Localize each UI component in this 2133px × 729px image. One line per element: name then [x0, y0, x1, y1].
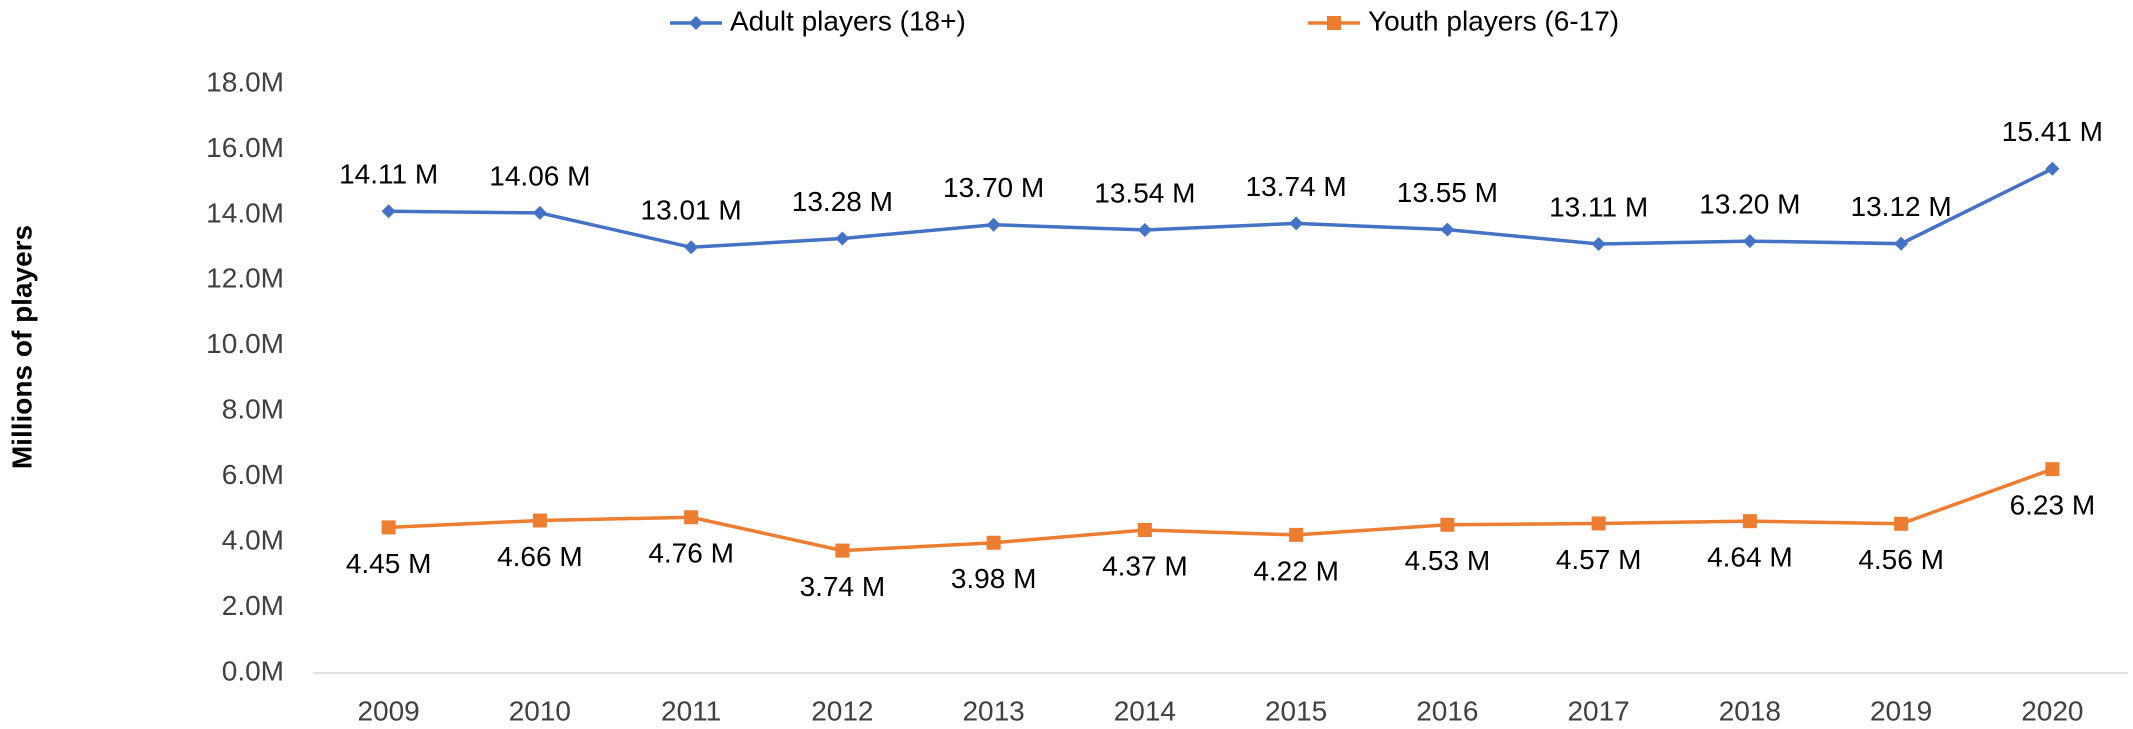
legend-label: Adult players (18+) — [730, 5, 966, 36]
data-point — [381, 204, 396, 219]
x-tick-label: 2012 — [811, 695, 873, 726]
data-label: 4.37 M — [1102, 550, 1188, 581]
data-label: 14.11 M — [339, 159, 438, 190]
x-tick-label: 2015 — [1265, 695, 1327, 726]
data-label: 13.01 M — [641, 195, 742, 226]
data-point — [986, 535, 1001, 550]
data-label: 14.06 M — [489, 160, 590, 191]
data-label: 4.57 M — [1556, 544, 1642, 575]
y-tick-label: 4.0M — [222, 525, 284, 556]
x-tick-label: 2010 — [509, 695, 571, 726]
data-label: 13.28 M — [792, 186, 893, 217]
data-point — [1289, 216, 1304, 231]
data-label: 6.23 M — [2010, 490, 2096, 521]
x-tick-label: 2011 — [661, 695, 721, 726]
series-line — [388, 167, 2054, 250]
y-axis-label: Millions of players — [6, 225, 37, 469]
data-label: 13.12 M — [1851, 191, 1952, 222]
y-tick-label: 8.0M — [222, 394, 284, 425]
data-point — [1440, 222, 1455, 237]
data-point — [2045, 462, 2060, 477]
data-label: 4.66 M — [497, 541, 583, 572]
data-point — [1742, 514, 1757, 529]
y-tick-label: 12.0M — [206, 263, 284, 294]
legend-marker — [689, 16, 703, 30]
data-label: 13.20 M — [1699, 188, 1800, 219]
y-tick-label: 18.0M — [206, 66, 284, 97]
x-tick-label: 2020 — [2021, 695, 2083, 726]
data-point — [532, 205, 547, 220]
data-point — [1894, 236, 1909, 251]
data-label: 4.53 M — [1405, 545, 1491, 576]
data-point — [1137, 523, 1152, 538]
data-point — [684, 240, 699, 255]
x-tick-label: 2009 — [357, 695, 419, 726]
data-point — [1894, 516, 1909, 531]
data-label: 4.56 M — [1858, 544, 1944, 575]
data-label: 3.98 M — [951, 563, 1037, 594]
x-tick-label: 2014 — [1114, 695, 1176, 726]
y-tick-label: 2.0M — [222, 590, 284, 621]
data-point — [381, 520, 396, 535]
data-label: 4.76 M — [648, 538, 734, 569]
data-label: 4.22 M — [1253, 555, 1339, 586]
data-label: 13.74 M — [1246, 171, 1347, 202]
data-point — [1591, 237, 1606, 252]
data-point — [1742, 234, 1757, 249]
data-point — [1137, 222, 1152, 237]
x-tick-label: 2013 — [962, 695, 1024, 726]
y-tick-label: 16.0M — [206, 132, 284, 163]
data-point — [1591, 516, 1606, 531]
data-label: 13.54 M — [1094, 177, 1195, 208]
y-tick-label: 14.0M — [206, 197, 284, 228]
data-label: 3.74 M — [800, 571, 886, 602]
x-tick-label: 2018 — [1719, 695, 1781, 726]
data-point — [1289, 527, 1304, 542]
legend-label: Youth players (6-17) — [1368, 5, 1619, 36]
legend-marker — [1327, 16, 1341, 30]
x-tick-label: 2019 — [1870, 695, 1932, 726]
y-tick-label: 0.0M — [222, 655, 284, 686]
data-label: 13.55 M — [1397, 177, 1498, 208]
series-line — [388, 467, 2053, 553]
data-point — [2045, 161, 2060, 176]
data-point — [835, 543, 850, 558]
data-point — [835, 231, 850, 246]
data-label: 13.70 M — [943, 172, 1044, 203]
data-label: 4.45 M — [346, 548, 432, 579]
data-point — [684, 510, 699, 525]
y-tick-label: 6.0M — [222, 459, 284, 490]
x-tick-label: 2017 — [1567, 695, 1629, 726]
data-label: 13.11 M — [1549, 191, 1648, 222]
data-point — [532, 513, 547, 528]
data-label: 4.64 M — [1707, 542, 1793, 573]
data-point — [1440, 517, 1455, 532]
data-label: 15.41 M — [2002, 116, 2103, 147]
data-point — [986, 217, 1001, 232]
y-tick-label: 10.0M — [206, 328, 284, 359]
x-tick-label: 2016 — [1416, 695, 1478, 726]
